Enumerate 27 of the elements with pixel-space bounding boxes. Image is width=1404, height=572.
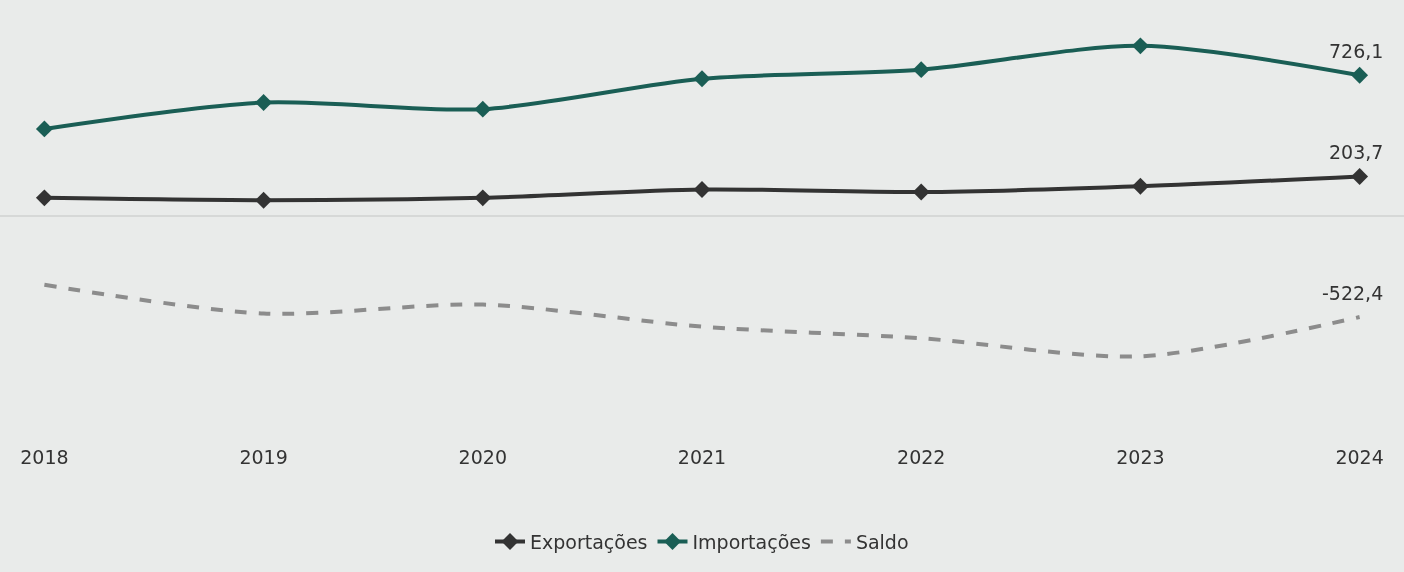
legend-label: Importações [692,530,811,553]
data-label: 203,7 [1329,141,1384,163]
x-tick-label: 2024 [1335,446,1384,468]
point [1131,177,1149,195]
point [255,191,273,209]
legend-label: Saldo [855,530,909,553]
point [35,120,53,138]
point [474,189,492,207]
data-label: 726,1 [1329,40,1384,62]
x-tick-label: 2019 [239,446,288,468]
point [1131,37,1149,55]
data-label: -522,4 [1322,282,1384,304]
point [693,70,711,88]
point [693,181,711,198]
point [35,189,53,207]
x-tick-label: 2021 [677,446,727,468]
legend-label: Exportações [530,530,648,553]
point [1351,66,1369,84]
point [912,183,930,201]
point [255,94,273,112]
point [912,61,930,79]
x-tick-label: 2018 [20,446,69,468]
point [474,100,492,118]
point [1351,167,1369,185]
x-tick-label: 2020 [458,446,507,468]
x-tick-label: 2023 [1116,446,1165,468]
x-tick-label: 2022 [897,446,946,468]
